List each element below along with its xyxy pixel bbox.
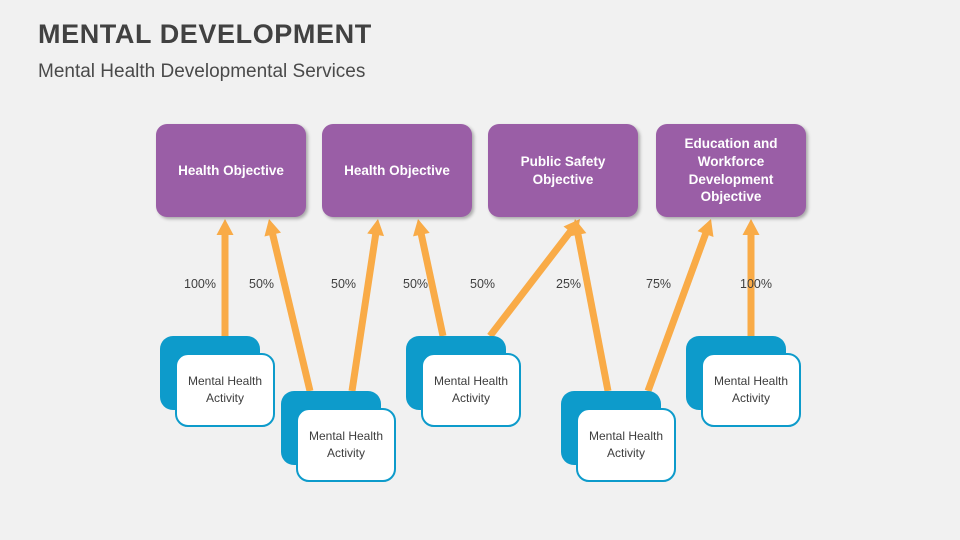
- activity-card-3[interactable]: Mental Health Activity: [406, 336, 524, 431]
- connector-arrow-act1-to-obj1: [216, 219, 234, 336]
- activity-label: Mental Health Activity: [308, 429, 384, 460]
- arrow-head: [697, 219, 714, 237]
- objective-box-2[interactable]: Health Objective: [322, 124, 472, 217]
- activity-card-1[interactable]: Mental Health Activity: [160, 336, 278, 431]
- objective-label: Education and Workforce Development Obje…: [684, 135, 778, 205]
- arrow-shaft: [268, 231, 314, 392]
- activity-card-front-layer: Mental Health Activity: [421, 353, 521, 427]
- connector-arrow-act3-to-obj2: [413, 219, 447, 337]
- objective-label: Health Objective: [344, 162, 450, 178]
- connector-arrow-act5-to-obj4: [742, 219, 760, 336]
- activity-card-front-layer: Mental Health Activity: [576, 408, 676, 482]
- activity-label: Mental Health Activity: [713, 374, 789, 405]
- activity-card-4[interactable]: Mental Health Activity: [561, 391, 679, 486]
- objective-box-1[interactable]: Health Objective: [156, 124, 306, 217]
- activity-label: Mental Health Activity: [433, 374, 509, 405]
- percentage-label-c2: 50%: [249, 277, 275, 291]
- arrow-head: [216, 219, 234, 235]
- activity-card-front-layer: Mental Health Activity: [296, 408, 396, 482]
- arrow-shaft: [348, 232, 380, 392]
- arrow-shaft: [574, 232, 612, 392]
- percentage-label-c3: 50%: [331, 277, 357, 291]
- connector-arrow-act4-to-obj3: [569, 219, 612, 392]
- connector-arrow-act2-to-obj2: [348, 219, 385, 392]
- arrow-shaft: [644, 230, 710, 393]
- percentage-label-c5: 50%: [470, 277, 496, 291]
- objective-label: Health Objective: [178, 162, 284, 178]
- arrow-head: [569, 219, 587, 237]
- objective-box-4[interactable]: Education and Workforce Development Obje…: [656, 124, 806, 217]
- connector-arrow-act4-to-obj4: [644, 219, 714, 393]
- activity-label: Mental Health Activity: [187, 374, 263, 405]
- arrow-shaft: [487, 227, 575, 339]
- arrow-shaft: [417, 231, 447, 337]
- activity-card-5[interactable]: Mental Health Activity: [686, 336, 804, 431]
- page-title: MENTAL DEVELOPMENT: [38, 19, 372, 49]
- objective-label: Public Safety Objective: [520, 153, 606, 187]
- percentage-label-c4: 50%: [403, 277, 429, 291]
- percentage-label-c8: 100%: [740, 277, 772, 291]
- percentage-label-c6: 25%: [556, 277, 582, 291]
- percentage-label-c1: 100%: [184, 277, 216, 291]
- connector-arrow-act2-to-obj1: [264, 219, 314, 392]
- arrow-head: [413, 219, 430, 237]
- arrow-head: [367, 219, 385, 237]
- percentage-label-c7: 75%: [646, 277, 672, 291]
- activity-card-2[interactable]: Mental Health Activity: [281, 391, 399, 486]
- page-subtitle: Mental Health Developmental Services: [38, 61, 366, 82]
- arrow-head: [264, 219, 281, 237]
- activity-card-front-layer: Mental Health Activity: [175, 353, 275, 427]
- arrow-head: [742, 219, 760, 235]
- activity-card-front-layer: Mental Health Activity: [701, 353, 801, 427]
- activity-label: Mental Health Activity: [588, 429, 664, 460]
- objective-box-3[interactable]: Public Safety Objective: [488, 124, 638, 217]
